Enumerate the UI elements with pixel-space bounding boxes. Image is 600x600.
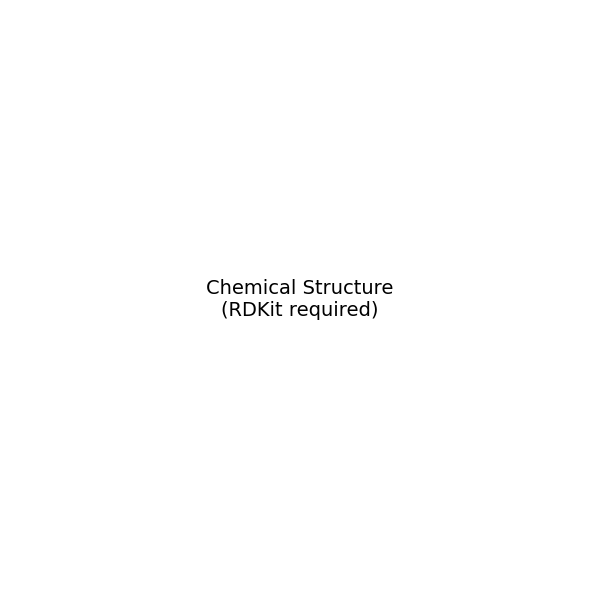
Text: Chemical Structure
(RDKit required): Chemical Structure (RDKit required) xyxy=(206,280,394,320)
